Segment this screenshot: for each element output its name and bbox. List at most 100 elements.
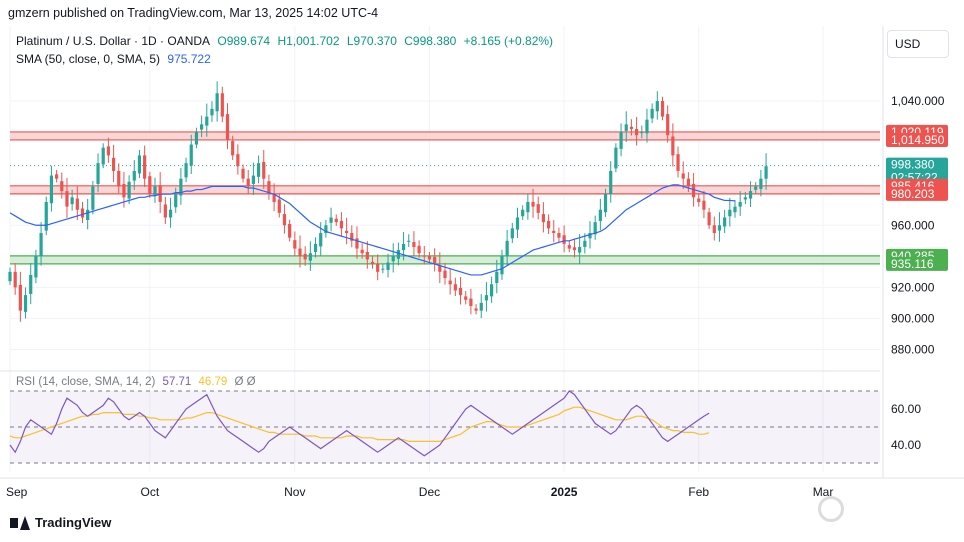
candle-body — [158, 185, 162, 202]
candle-body — [215, 93, 219, 112]
candle-body — [184, 163, 188, 178]
candle-body — [412, 242, 416, 247]
symbol-name[interactable]: Platinum / U.S. Dollar · 1D · OANDA — [16, 34, 211, 48]
watermark-icon — [818, 496, 844, 522]
candle-body — [660, 101, 665, 117]
candle-body — [303, 253, 307, 260]
sma-legend: SMA (50, close, 0, SMA, 5) 975.722 — [16, 52, 215, 66]
candle-body — [748, 191, 753, 199]
candle-body — [733, 206, 737, 213]
candle-body — [262, 161, 266, 179]
candle-body — [246, 178, 250, 187]
currency-button[interactable]: USD — [887, 30, 949, 58]
time-tick-label: Sep — [6, 485, 28, 499]
candle-body — [225, 114, 230, 140]
candle-body — [417, 245, 421, 254]
candle-body — [619, 132, 623, 149]
candle-body — [515, 217, 520, 230]
candle-body — [702, 200, 706, 210]
candle-body — [210, 108, 214, 116]
candle-body — [464, 296, 468, 300]
price-tick-label: 880.000 — [891, 342, 935, 356]
candle-body — [365, 251, 369, 260]
price-grid — [0, 26, 964, 479]
candle-body — [132, 170, 136, 181]
candle-body — [614, 147, 618, 169]
candle-body — [479, 302, 483, 311]
candle-body — [743, 197, 747, 200]
candle-body — [691, 183, 696, 198]
candle-body — [546, 220, 551, 229]
candle-body — [34, 256, 38, 278]
candle-body — [298, 248, 302, 257]
candle-body — [236, 154, 240, 167]
candle-body — [764, 166, 768, 179]
candle-body — [355, 238, 359, 249]
candle-body — [360, 249, 364, 254]
candle-body — [29, 274, 33, 294]
symbol-legend: Platinum / U.S. Dollar · 1D · OANDA O989… — [16, 34, 557, 48]
candle-body — [443, 270, 447, 279]
candle-body — [583, 240, 587, 247]
candle-body — [313, 243, 318, 252]
candle-body — [588, 233, 592, 239]
time-tick-label: 2025 — [551, 485, 578, 499]
sma-label[interactable]: SMA (50, close, 0, SMA, 5) — [16, 52, 161, 66]
open-value: O989.674 — [217, 34, 271, 48]
candle-body — [407, 240, 411, 242]
candle-body — [308, 253, 312, 261]
candle-body — [541, 214, 545, 223]
rsi-tick-label: 60.00 — [891, 402, 921, 416]
price-label-badge — [886, 132, 948, 147]
candle-body — [55, 174, 59, 179]
rsi-extra: Ø Ø — [234, 376, 256, 388]
time-tick-label: Mar — [813, 485, 834, 499]
time-tick-label: Oct — [140, 485, 159, 499]
candle-series — [8, 81, 768, 322]
price-tick-label: 1,040.000 — [891, 94, 945, 108]
low-value: L970.370 — [346, 34, 397, 48]
sma-value: 975.722 — [167, 52, 211, 66]
high-value: H1,001.702 — [277, 34, 340, 48]
candle-body — [686, 178, 690, 187]
candle-body — [723, 217, 727, 227]
candle-body — [200, 124, 204, 130]
zone-resistance — [10, 131, 880, 140]
candle-body — [272, 194, 276, 202]
price-label-text: 1,014.950 — [891, 133, 945, 147]
candle-body — [707, 212, 711, 226]
candle-body — [655, 101, 659, 112]
candle-body — [438, 265, 442, 272]
time-tick-label: Nov — [284, 485, 305, 499]
candle-body — [712, 225, 716, 234]
candle-body — [671, 136, 675, 156]
rsi-label[interactable]: RSI (14, close, SMA, 14, 2) — [16, 376, 156, 388]
candle-body — [293, 240, 297, 249]
candle-body — [567, 245, 571, 249]
candle-body — [70, 197, 74, 205]
candle-body — [127, 181, 131, 199]
price-label-text: 935.116 — [891, 257, 934, 271]
candle-body — [578, 247, 582, 253]
candle-body — [495, 271, 499, 284]
candle-body — [370, 261, 375, 265]
price-label-text: 980.203 — [891, 187, 935, 201]
rsi-value: 57.71 — [162, 376, 192, 388]
candle-body — [422, 255, 426, 257]
candle-body — [96, 163, 100, 184]
candle-body — [759, 178, 763, 189]
price-tick-label: 960.000 — [891, 218, 935, 232]
candle-body — [189, 144, 193, 166]
candle-body — [427, 256, 432, 260]
candle-body — [469, 298, 473, 306]
candle-body — [267, 181, 271, 195]
candle-body — [505, 240, 509, 257]
candle-body — [500, 256, 504, 275]
time-tick-label: Dec — [419, 485, 440, 499]
candle-body — [111, 157, 116, 171]
candle-body — [44, 201, 48, 231]
candle-body — [754, 186, 758, 190]
candle-body — [241, 168, 245, 179]
price-label-badge — [886, 256, 948, 271]
axes: 1,040.000 960.000 920.000 900.000 880.000 60.… — [6, 94, 948, 499]
